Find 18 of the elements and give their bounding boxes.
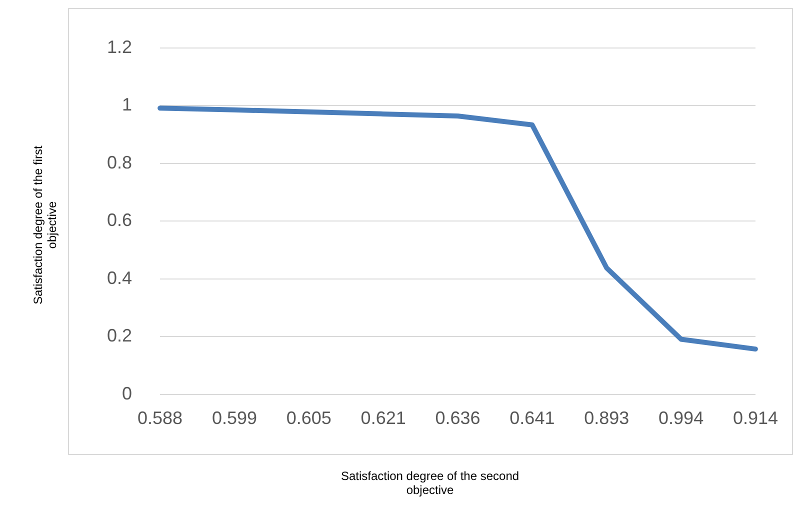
- y-tick-label: 0.4: [106, 268, 132, 288]
- x-tick-label: 0.914: [732, 408, 778, 428]
- y-tick-label: 0: [122, 383, 132, 404]
- x-tick-label: 0.621: [360, 408, 406, 428]
- x-tick-label: 0.588: [138, 408, 183, 428]
- x-tick-label: 0.599: [212, 408, 257, 428]
- x-axis-title: Satisfaction degree of the second objective: [340, 469, 520, 497]
- y-tick-label: 1: [122, 94, 132, 115]
- y-tick-label: 0.6: [106, 210, 132, 230]
- x-tick-label: 0.605: [286, 408, 332, 428]
- x-tick-label: 0.636: [435, 408, 480, 428]
- x-tick-label: 0.641: [510, 408, 555, 428]
- x-tick-label: 0.893: [584, 408, 630, 428]
- y-tick-label: 1.2: [106, 36, 132, 57]
- y-tick-label: 0.8: [106, 152, 132, 172]
- y-axis-title: Satisfaction degree of the first objective: [30, 144, 60, 306]
- x-tick-label: 0.994: [658, 408, 704, 428]
- y-tick-label: 0.2: [106, 326, 132, 346]
